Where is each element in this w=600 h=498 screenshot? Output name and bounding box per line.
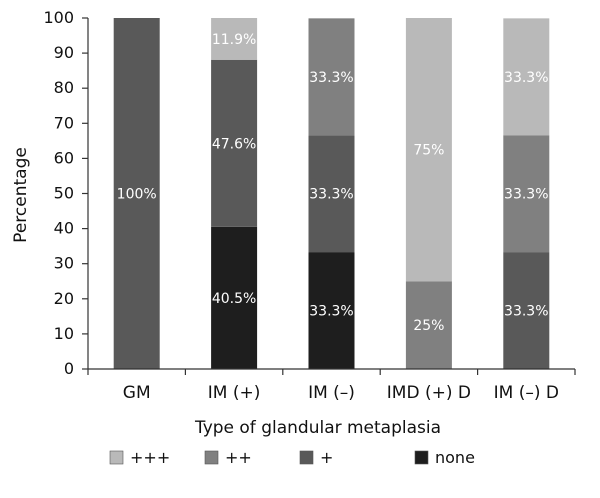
bar-segment-plus2 bbox=[503, 135, 550, 253]
category-label: GM bbox=[123, 383, 151, 403]
y-axis-title: Percentage bbox=[11, 147, 31, 243]
bar-segment-plus3 bbox=[211, 18, 258, 60]
bar-segment-plus1 bbox=[113, 18, 160, 369]
plot-area: 100% 40.5% 47.6% 11.9% 33.3% 33.3% 33.3% 25% 75%… bbox=[113, 18, 550, 369]
bar-segment-none bbox=[211, 226, 258, 369]
category-label: IM (+) bbox=[208, 383, 261, 403]
data-label: 33.3% bbox=[504, 304, 548, 320]
bar-segment-plus1 bbox=[503, 252, 550, 369]
data-label: 40.5% bbox=[212, 291, 256, 307]
y-tick-label: 40 bbox=[54, 219, 74, 238]
y-axis: 0 10 20 30 40 50 60 70 80 90 100 bbox=[43, 8, 89, 378]
y-tick-label: 20 bbox=[54, 289, 74, 308]
bar-segment-plus3 bbox=[503, 18, 550, 136]
legend-label: none bbox=[435, 448, 475, 467]
data-label: 33.3% bbox=[309, 70, 353, 86]
y-tick-label: 90 bbox=[54, 43, 74, 62]
legend-label: ++ bbox=[225, 448, 252, 467]
data-label: 33.3% bbox=[309, 304, 353, 320]
legend: +++ ++ + none bbox=[109, 448, 475, 467]
y-tick-label: 60 bbox=[54, 148, 74, 167]
bar-segment-none bbox=[308, 252, 355, 369]
bar-segment-plus1 bbox=[211, 59, 258, 227]
data-label: 25% bbox=[413, 318, 444, 334]
data-label: 75% bbox=[413, 143, 444, 159]
category-label: IMD (+) D bbox=[387, 383, 471, 403]
data-label: 47.6% bbox=[212, 136, 256, 152]
bar-segment-plus3 bbox=[405, 18, 452, 282]
y-tick-label: 10 bbox=[54, 324, 74, 343]
y-tick-label: 30 bbox=[54, 254, 74, 273]
x-axis-title: Type of glandular metaplasia bbox=[194, 418, 441, 438]
data-label: 33.3% bbox=[504, 187, 548, 203]
bar-segment-plus2 bbox=[308, 18, 355, 136]
category-label: IM (–) D bbox=[494, 383, 559, 403]
y-tick-label: 100 bbox=[43, 8, 74, 27]
bar-segment-plus1 bbox=[308, 135, 355, 253]
y-tick-label: 50 bbox=[54, 184, 74, 203]
y-tick-label: 0 bbox=[64, 359, 74, 378]
data-label: 33.3% bbox=[504, 70, 548, 86]
legend-swatch bbox=[299, 450, 314, 465]
bar-segment-plus2 bbox=[405, 281, 452, 369]
x-axis: GM IM (+) IM (–) IMD (+) D IM (–) D bbox=[87, 368, 576, 403]
data-label: 11.9% bbox=[212, 32, 256, 48]
legend-label: + bbox=[320, 448, 333, 467]
y-tick-label: 70 bbox=[54, 113, 74, 132]
data-label: 100% bbox=[117, 187, 157, 203]
legend-swatch bbox=[204, 450, 219, 465]
y-tick-label: 80 bbox=[54, 78, 74, 97]
data-label: 33.3% bbox=[309, 187, 353, 203]
category-label: IM (–) bbox=[308, 383, 355, 403]
legend-swatch bbox=[414, 450, 429, 465]
legend-label: +++ bbox=[130, 448, 170, 467]
legend-swatch bbox=[109, 450, 124, 465]
